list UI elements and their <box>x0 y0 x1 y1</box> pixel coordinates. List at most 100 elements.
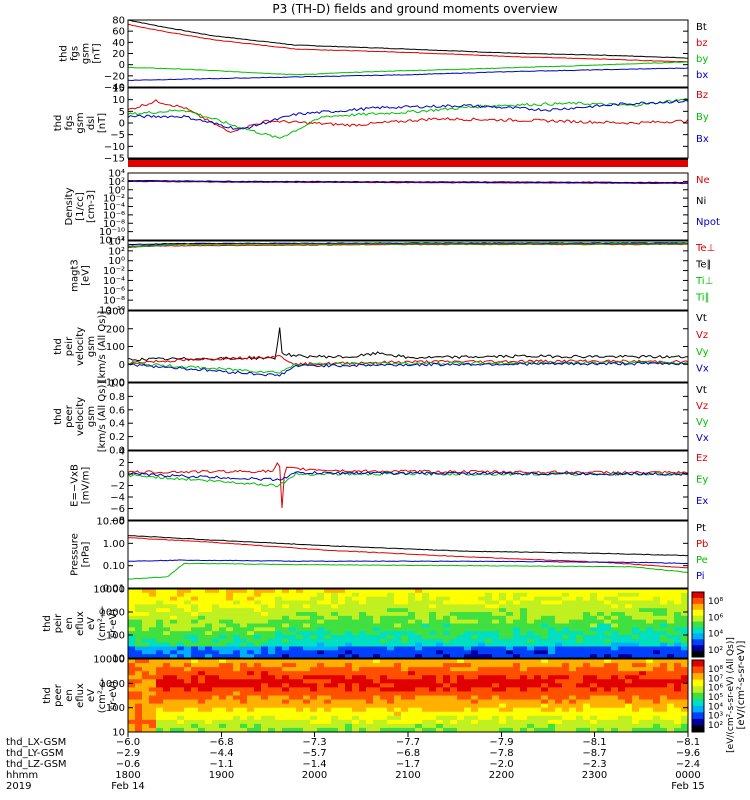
spectrogram-cell <box>590 703 598 709</box>
spectrogram-cell <box>128 589 136 594</box>
x-tick-label: −7.7 <box>396 737 420 748</box>
spectrogram-cell <box>548 615 556 621</box>
spectrogram-cell <box>226 683 234 688</box>
spectrogram-cell <box>338 654 346 659</box>
spectrogram-cell <box>632 703 640 709</box>
spectrogram-cell <box>128 646 136 651</box>
spectrogram-cell <box>632 642 640 647</box>
colorbar-frame <box>691 659 705 733</box>
spectrogram-cell <box>240 715 248 721</box>
spectrogram-cell <box>513 596 521 601</box>
spectrogram-cell <box>457 646 465 651</box>
spectrogram-cell <box>352 638 360 644</box>
spectrogram-cell <box>331 642 339 647</box>
spectrogram-cell <box>163 687 171 692</box>
spectrogram-cell <box>555 659 563 664</box>
spectrogram-cell <box>254 667 262 672</box>
spectrogram-cell <box>149 600 157 605</box>
spectrogram-cell <box>443 679 451 684</box>
spectrogram-cell <box>282 604 290 609</box>
spectrogram-cell <box>254 707 262 713</box>
spectrogram-cell <box>513 679 521 684</box>
spectrogram-cell <box>569 683 577 688</box>
spectrogram-cell <box>583 663 591 668</box>
spectrogram-cell <box>443 596 451 601</box>
spectrogram-cell <box>317 638 325 644</box>
spectrogram-cell <box>233 663 241 668</box>
spectrogram-cell <box>352 699 360 705</box>
spectrogram-cell <box>275 596 283 601</box>
spectrogram-cell <box>345 615 353 621</box>
spectrogram-cell <box>429 646 437 651</box>
spectrogram-cell <box>345 596 353 601</box>
x-tick-label: −1.4 <box>302 759 326 770</box>
legend-entry: Pt <box>696 523 706 534</box>
spectrogram-cell <box>373 707 381 713</box>
spectrogram-cell <box>527 596 535 601</box>
spectrogram-cell <box>597 642 605 647</box>
spectrogram-cell <box>380 679 388 684</box>
spectrogram-cell <box>653 589 661 594</box>
spectrogram-cell <box>170 663 178 668</box>
spectrogram-cell <box>422 667 430 672</box>
colorbar-tick-label: 10² <box>708 646 723 656</box>
spectrogram-cell <box>268 687 276 692</box>
spectrogram-cell <box>408 719 416 725</box>
x-tick-label: 2100 <box>395 770 420 781</box>
spectrogram-cell <box>233 707 241 713</box>
spectrogram-cell <box>569 615 577 621</box>
y-axis-label: thdpeerenefluxeV(cm²-s-sr-eV) <box>42 677 119 713</box>
spectrogram-cell <box>387 650 395 655</box>
spectrogram-cell <box>674 715 682 721</box>
spectrogram-cell <box>506 675 514 680</box>
spectrogram-cell <box>520 596 528 601</box>
spectrogram-cell <box>632 715 640 721</box>
spectrogram-cell <box>604 691 612 696</box>
spectrogram-cell <box>156 592 164 598</box>
spectrogram-cell <box>254 727 262 733</box>
spectrogram-cell <box>394 642 402 647</box>
spectrogram-cell <box>366 711 374 717</box>
spectrogram-cell <box>338 691 346 696</box>
spectrogram-cell <box>394 699 402 705</box>
spectrogram-cell <box>177 631 185 636</box>
spectrogram-cell <box>674 612 682 617</box>
spectrogram-cell <box>674 691 682 696</box>
y-tick-label: 2 <box>119 458 125 469</box>
spectrogram-cell <box>464 600 472 605</box>
spectrogram-cell <box>660 707 668 713</box>
spectrogram-cell <box>674 659 682 664</box>
spectrogram-cell <box>436 695 444 700</box>
spectrogram-cell <box>408 600 416 605</box>
series-line-Pe <box>127 562 689 580</box>
spectrogram-cell <box>583 615 591 621</box>
spectrogram-cell <box>611 719 619 725</box>
spectrogram-cell <box>422 612 430 617</box>
spectrogram-cell <box>303 592 311 598</box>
y-axis-label-line: E=−VxB <box>70 464 81 507</box>
spectrogram-cell <box>289 687 297 692</box>
spectrogram-cell <box>338 723 346 729</box>
spectrogram-cell <box>534 646 542 651</box>
spectrogram-cell <box>569 612 577 617</box>
spectrogram-cell <box>184 596 192 601</box>
y-tick-label: −20 <box>104 71 125 82</box>
y-axis-label: thdpeervelocitygsm[km/s (All Qs)] <box>53 381 108 453</box>
spectrogram-cell <box>352 667 360 672</box>
spectrogram-cell <box>191 646 199 651</box>
spectrogram-cell <box>268 719 276 725</box>
spectrogram-cell <box>611 707 619 713</box>
spectrogram-cell <box>401 711 409 717</box>
spectrogram-cell <box>478 667 486 672</box>
spectrogram-cell <box>177 723 185 729</box>
spectrogram-cell <box>548 650 556 655</box>
spectrogram-cell <box>156 642 164 647</box>
spectrogram-cell <box>513 635 521 640</box>
spectrogram-cell <box>233 671 241 676</box>
spectrogram-cell <box>254 703 262 709</box>
spectrogram-cell <box>569 667 577 672</box>
spectrogram-cell <box>247 650 255 655</box>
spectrogram-cell <box>142 631 150 636</box>
spectrogram-cell <box>653 707 661 713</box>
spectrogram-cell <box>156 663 164 668</box>
